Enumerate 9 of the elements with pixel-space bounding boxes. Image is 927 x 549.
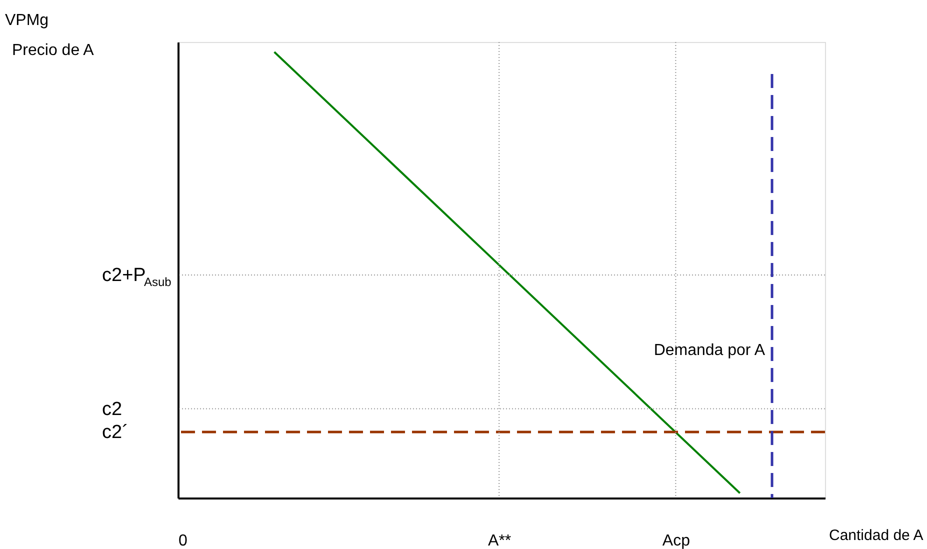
annotation: Demanda por A (654, 342, 766, 359)
ref-line-label: c2 (102, 398, 122, 420)
x-axis-title: Cantidad de A (829, 527, 924, 544)
x-tick-label: A** (488, 532, 512, 549)
ref-line-label: c2´ (102, 422, 128, 443)
text: VPMg (5, 12, 49, 29)
x-tick-label: 0 (178, 532, 188, 549)
x-tick-label: Acp (662, 532, 690, 549)
text: Precio de A (12, 42, 94, 59)
